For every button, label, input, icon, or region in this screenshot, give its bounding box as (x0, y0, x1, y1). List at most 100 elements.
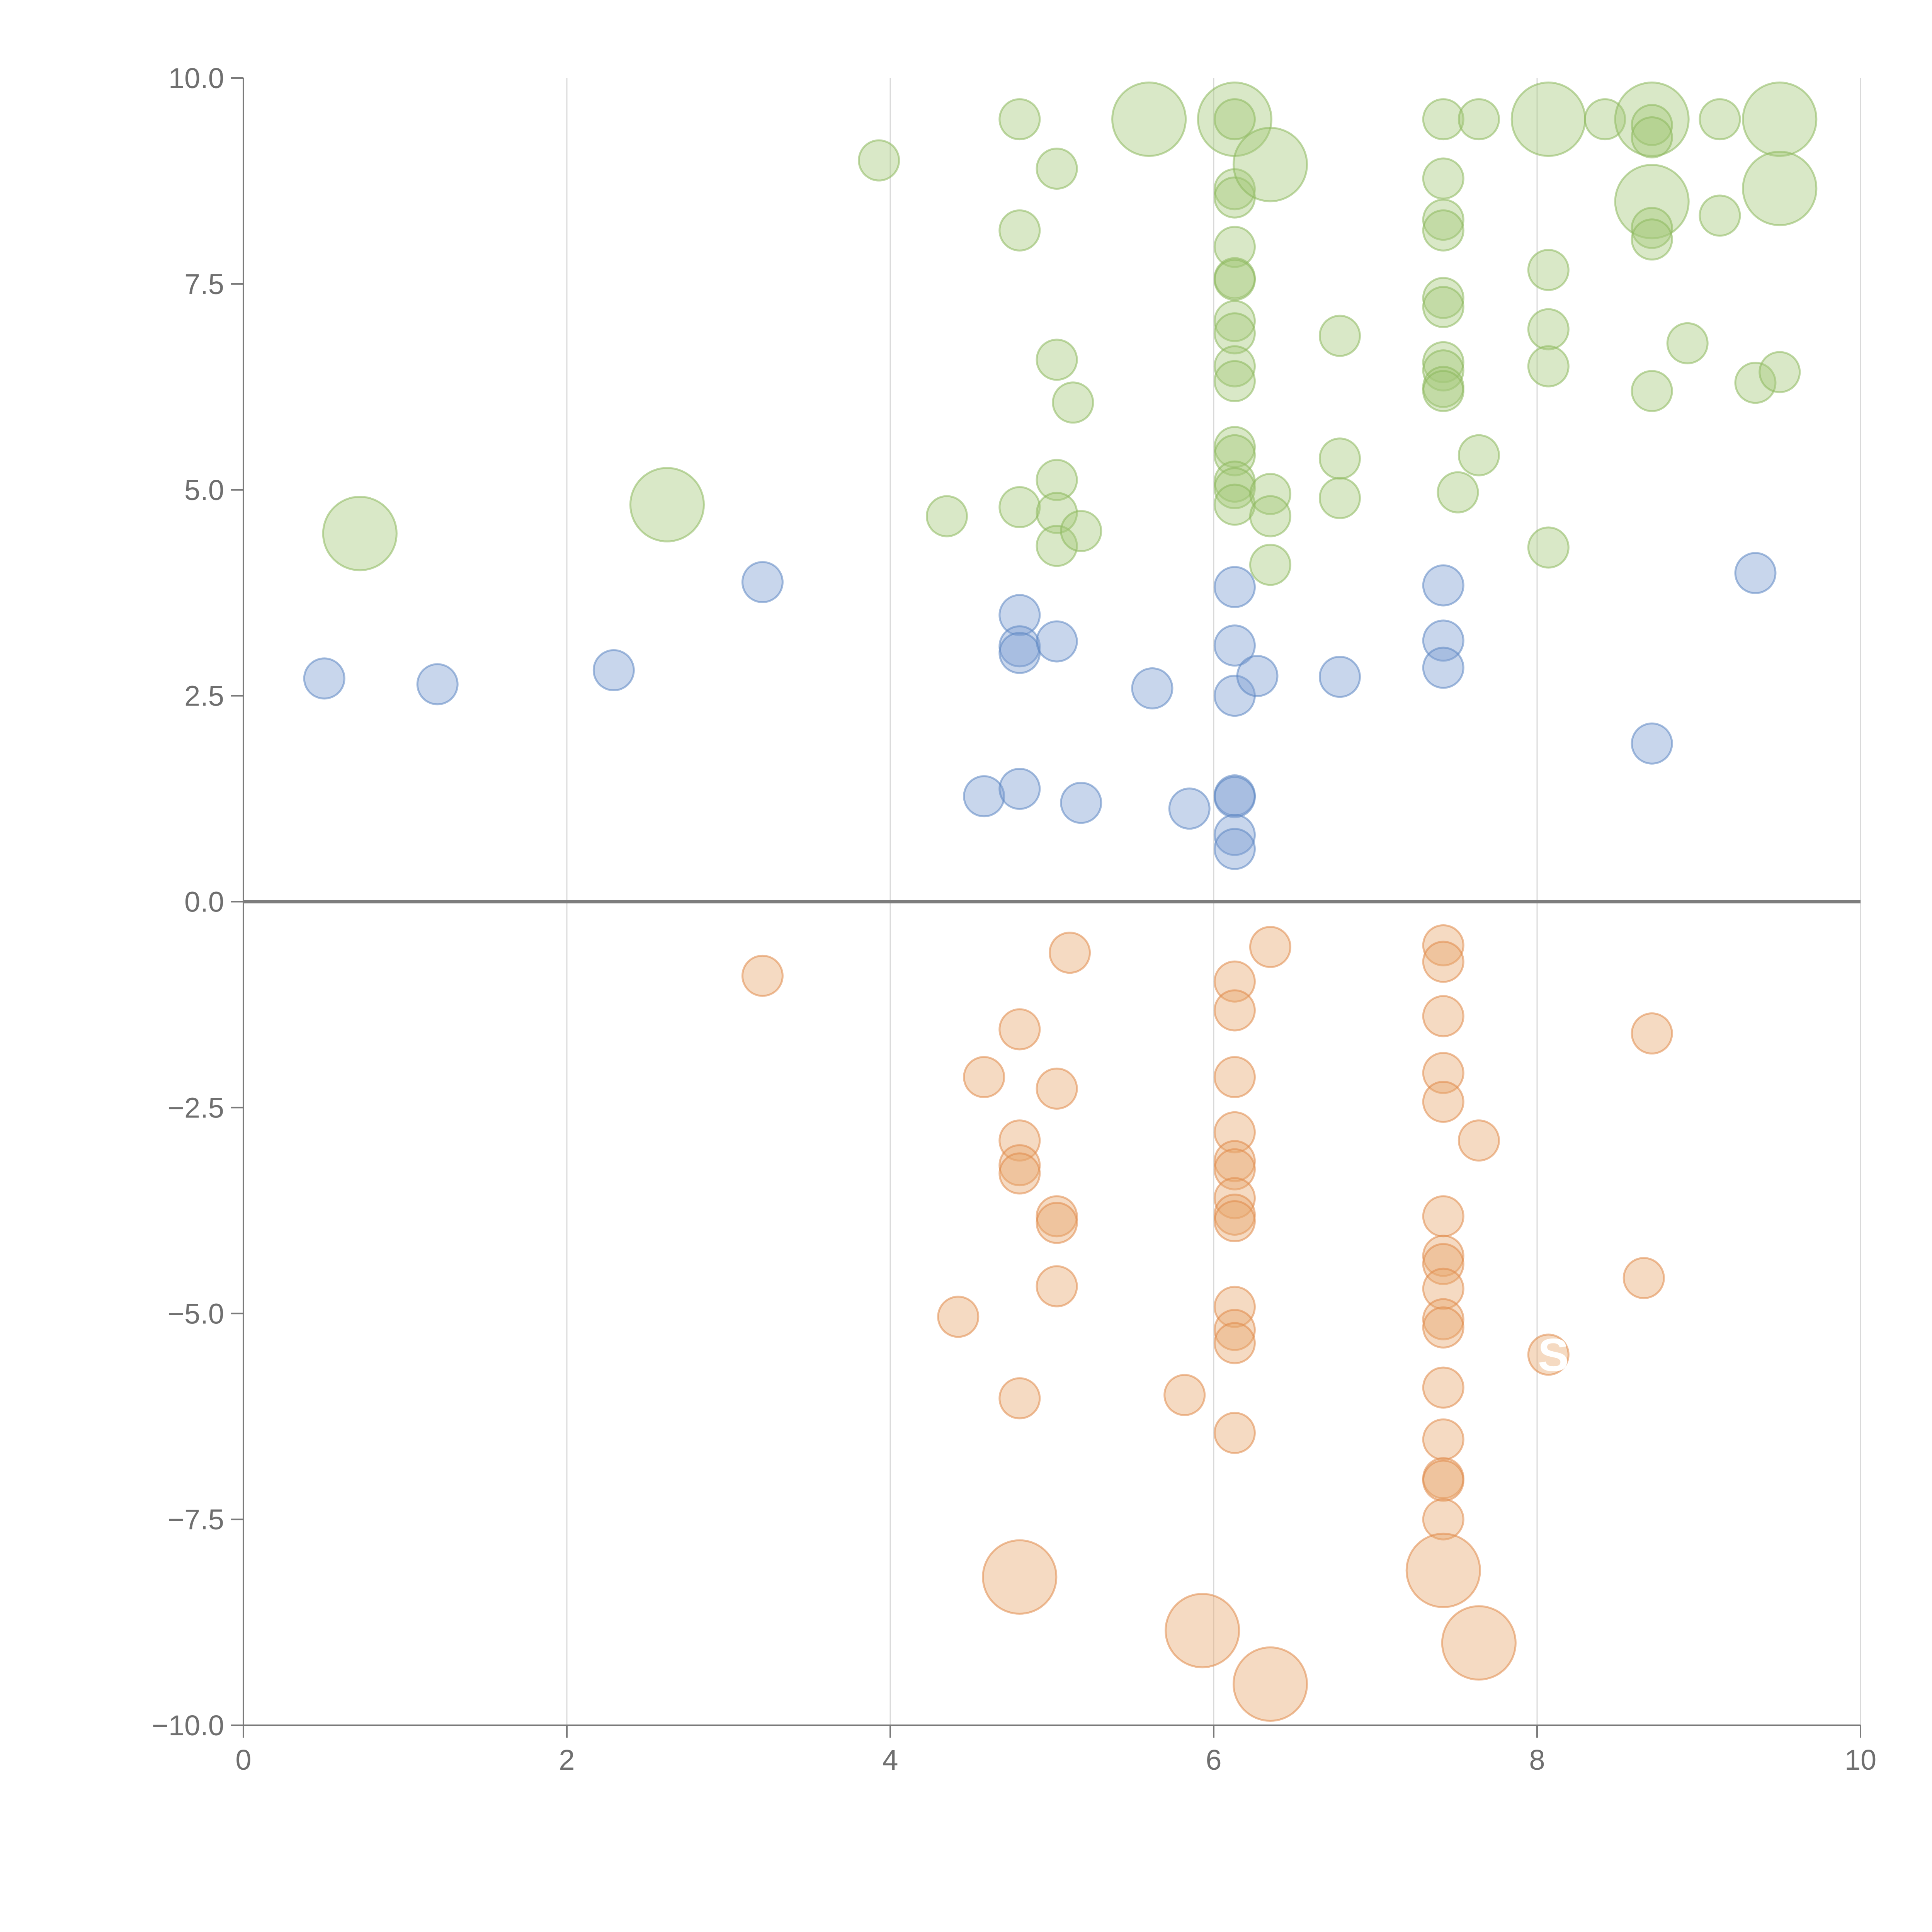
blue-bubble (963, 775, 1005, 818)
blue-bubble (1060, 782, 1102, 824)
green-bubble (1036, 492, 1078, 534)
blue-bubble (1631, 722, 1673, 765)
blue-bubble (998, 767, 1041, 810)
green-bubble (1213, 483, 1256, 526)
y-tick-label: −2.5 (168, 1092, 224, 1124)
orange-bubble (998, 1008, 1041, 1051)
x-tick-label: 4 (882, 1744, 898, 1776)
green-bubble (1213, 226, 1256, 268)
green-bubble (1213, 434, 1256, 476)
x-tick-label: 10 (1845, 1744, 1876, 1776)
x-tick-label: 8 (1529, 1744, 1545, 1776)
green-bubble (1631, 116, 1673, 158)
green-bubble (1742, 82, 1818, 157)
orange-bubble (1622, 1257, 1665, 1299)
green-bubble (1437, 471, 1479, 514)
green-bubble (1249, 544, 1291, 586)
y-tick-label: 10.0 (168, 62, 224, 94)
orange-bubble (1422, 995, 1464, 1037)
green-bubble (1510, 82, 1586, 157)
green-bubble (1249, 473, 1291, 515)
orange-bubble (1422, 1498, 1464, 1541)
blue-bubble (1213, 566, 1256, 608)
green-bubble (1458, 98, 1500, 141)
green-bubble (1422, 98, 1464, 141)
orange-bubble (963, 1056, 1005, 1099)
orange-bubble (1422, 1267, 1464, 1310)
blue-bubble (1036, 620, 1078, 663)
y-tick-label: 0.0 (184, 886, 224, 918)
orange-bubble (1163, 1374, 1206, 1416)
blue-bubble (1734, 552, 1777, 594)
bubble-annotation: S (1538, 1329, 1569, 1381)
orange-bubble (1249, 926, 1291, 968)
bubble-layer (303, 82, 1818, 1722)
green-bubble (998, 209, 1041, 252)
green-bubble (925, 495, 968, 537)
orange-bubble (741, 954, 784, 997)
green-bubble (1213, 360, 1256, 402)
green-bubble (1527, 526, 1570, 569)
green-bubble (1036, 147, 1078, 190)
green-bubble (1213, 345, 1256, 388)
green-bubble (1213, 312, 1256, 355)
orange-bubble (1232, 1646, 1308, 1722)
orange-bubble (1422, 1366, 1464, 1409)
orange-bubble (998, 1152, 1041, 1195)
orange-bubble (1165, 1593, 1240, 1668)
orange-bubble (1422, 924, 1464, 966)
blue-bubble (416, 663, 459, 706)
green-bubble (1422, 209, 1464, 252)
orange-bubble (1036, 1202, 1078, 1244)
blue-bubble (1318, 656, 1361, 698)
orange-bubble (998, 1119, 1041, 1162)
green-bubble (322, 496, 398, 571)
green-bubble (1734, 362, 1777, 404)
green-bubble (1318, 437, 1361, 480)
blue-bubble (998, 594, 1041, 636)
orange-bubble (1213, 989, 1256, 1032)
green-bubble (1614, 82, 1690, 157)
blue-bubble (1131, 667, 1173, 709)
blue-bubble (1213, 776, 1256, 818)
orange-bubble (1036, 1067, 1078, 1110)
x-tick-label: 6 (1206, 1744, 1221, 1776)
orange-bubble (1213, 1322, 1256, 1364)
orange-bubble (1213, 1111, 1256, 1153)
orange-bubble (1049, 932, 1091, 974)
green-bubble (1036, 459, 1078, 501)
blue-bubble (1422, 646, 1464, 689)
green-bubble (1699, 194, 1741, 237)
green-bubble (1213, 467, 1256, 509)
orange-bubble (1213, 1148, 1256, 1190)
orange-bubble (1422, 1243, 1464, 1285)
green-bubble (998, 486, 1041, 529)
green-bubble (629, 467, 705, 543)
green-bubble (998, 98, 1041, 141)
green-bubble (1232, 127, 1308, 202)
orange-bubble (937, 1296, 980, 1338)
orange-bubble (1441, 1605, 1517, 1681)
axis-layer: 0 2 4 6 8 10 −10.0 −7.5 −5.0 −2.5 0.0 2.5 5.0 7.5 10.0 (152, 62, 1876, 1776)
blue-bubble (1422, 564, 1464, 607)
green-bubble (1666, 322, 1709, 364)
green-bubble (1213, 98, 1256, 141)
green-bubble (1036, 338, 1078, 381)
y-tick-label: −5.0 (168, 1298, 224, 1330)
y-tick-label: −10.0 (152, 1709, 224, 1742)
green-bubble (1422, 157, 1464, 200)
green-bubble (858, 139, 900, 182)
green-bubble (1213, 259, 1256, 301)
green-bubble (1111, 82, 1187, 157)
blue-bubble (998, 632, 1041, 674)
orange-bubble (1213, 1286, 1256, 1328)
green-bubble (1422, 370, 1464, 412)
green-bubble (1527, 345, 1570, 388)
orange-bubble (1213, 1200, 1256, 1243)
green-bubble (1584, 98, 1626, 141)
green-bubble (1631, 218, 1673, 261)
blue-bubble (1168, 787, 1211, 830)
orange-bubble (1213, 1177, 1256, 1219)
